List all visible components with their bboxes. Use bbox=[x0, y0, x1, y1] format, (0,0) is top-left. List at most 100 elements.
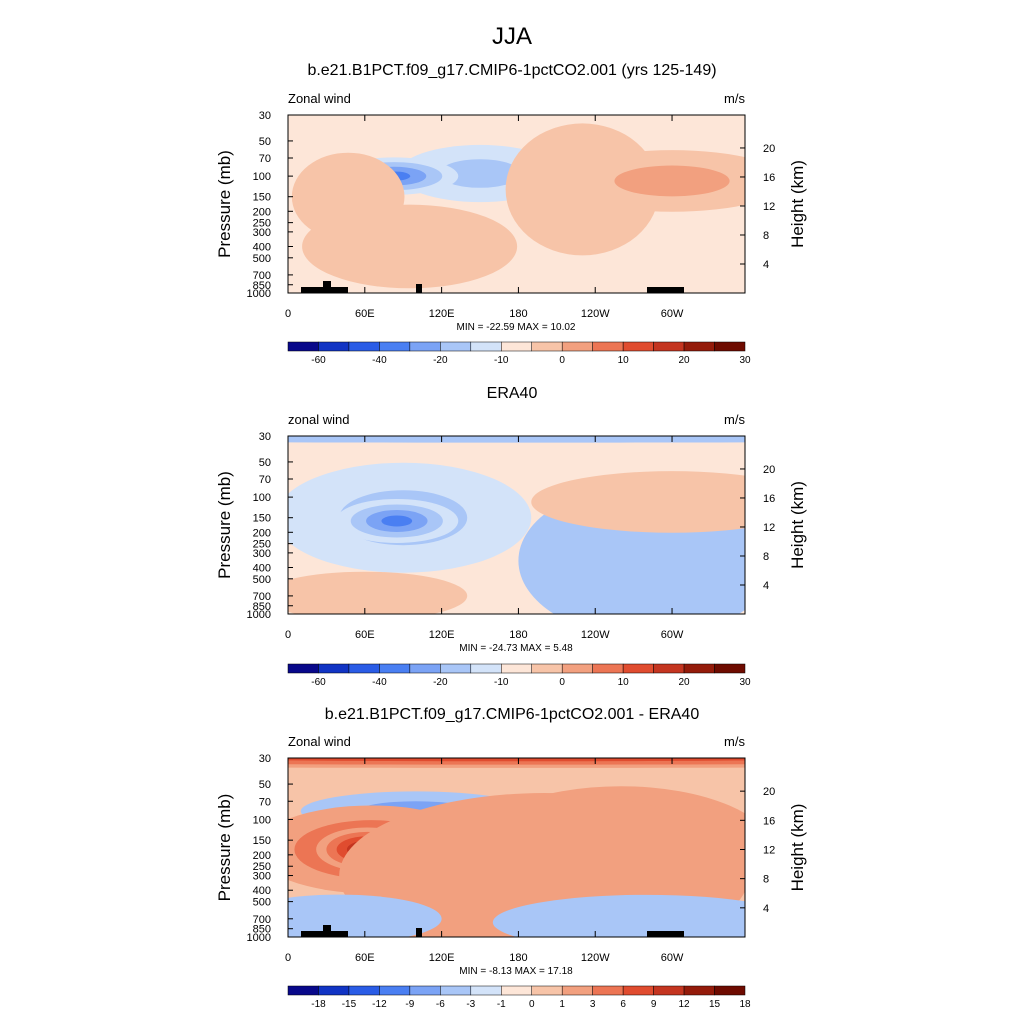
x-tick-label: 0 bbox=[285, 308, 291, 320]
y2-axis-label: Height (km) bbox=[788, 481, 807, 569]
colorbar: -60 -40 -20 -10 0 10 20 30 bbox=[287, 663, 751, 688]
colorbar-swatch bbox=[501, 341, 532, 352]
topography-mask bbox=[416, 284, 422, 293]
figure-title: JJA bbox=[492, 23, 532, 50]
colorbar: -18 -15 -12 -9 -6 -3 -1 0 1 3 6 9 12 15 18 bbox=[287, 985, 751, 1010]
colorbar-swatch bbox=[318, 663, 350, 674]
colorbar-swatch bbox=[348, 341, 380, 352]
y2-tick-label: 12 bbox=[763, 844, 775, 856]
y-tick-label: 100 bbox=[253, 814, 271, 826]
colorbar-tick-label: 20 bbox=[679, 355, 691, 366]
contour-region bbox=[302, 204, 518, 289]
colorbar-swatch bbox=[470, 341, 502, 352]
y-tick-label: 500 bbox=[253, 574, 271, 586]
colorbar-swatch bbox=[318, 985, 350, 996]
colorbar-tick-label: 18 bbox=[739, 999, 751, 1010]
contour-region bbox=[381, 515, 413, 527]
y-tick-label: 1000 bbox=[247, 932, 271, 944]
units-label: m/s bbox=[724, 412, 745, 427]
colorbar-tick-label: -9 bbox=[405, 999, 414, 1010]
y-tick-label: 250 bbox=[253, 218, 271, 230]
variable-label: Zonal wind bbox=[288, 734, 351, 749]
y-tick-label: 1000 bbox=[247, 609, 271, 621]
colorbar-swatch bbox=[287, 341, 319, 352]
colorbar-tick-label: 0 bbox=[559, 355, 565, 366]
colorbar-swatch bbox=[379, 985, 411, 996]
contour-region bbox=[492, 894, 745, 937]
topography-mask bbox=[323, 925, 331, 937]
y2-tick-label: 8 bbox=[763, 230, 769, 242]
colorbar-swatch bbox=[683, 985, 715, 996]
y-tick-label: 70 bbox=[259, 153, 271, 165]
colorbar-swatch bbox=[622, 985, 654, 996]
x-tick-label: 0 bbox=[285, 629, 291, 641]
colorbar-tick-label: -1 bbox=[497, 999, 506, 1010]
colorbar-tick-label: -40 bbox=[372, 355, 387, 366]
colorbar-swatch bbox=[561, 341, 593, 352]
y2-tick-label: 4 bbox=[763, 259, 769, 271]
colorbar-tick-label: -12 bbox=[372, 999, 387, 1010]
colorbar-tick-label: -6 bbox=[436, 999, 445, 1010]
units-label: m/s bbox=[724, 734, 745, 749]
colorbar-swatch bbox=[592, 663, 624, 674]
colorbar-tick-label: 20 bbox=[679, 677, 691, 688]
colorbar-swatch bbox=[440, 663, 472, 674]
variable-label: zonal wind bbox=[288, 412, 349, 427]
y-tick-label: 150 bbox=[253, 513, 271, 525]
y-tick-label: 30 bbox=[259, 431, 271, 443]
colorbar-tick-label: 30 bbox=[739, 677, 751, 688]
colorbar-swatch bbox=[287, 663, 319, 674]
colorbar-swatch bbox=[348, 663, 380, 674]
panel-1: b.e21.B1PCT.f09_g17.CMIP6-1pctCO2.001 (y… bbox=[215, 62, 807, 366]
colorbar-swatch bbox=[379, 663, 411, 674]
units-label: m/s bbox=[724, 91, 745, 106]
colorbar-swatch bbox=[440, 985, 472, 996]
y2-tick-label: 16 bbox=[763, 172, 775, 184]
contour-region bbox=[439, 159, 521, 188]
x-tick-label: 60W bbox=[661, 629, 684, 641]
y-tick-label: 850 bbox=[253, 601, 271, 613]
contour-region bbox=[288, 436, 745, 443]
colorbar-tick-label: 6 bbox=[620, 999, 626, 1010]
y-tick-label: 100 bbox=[253, 492, 271, 504]
colorbar-tick-label: -40 bbox=[372, 677, 387, 688]
y2-tick-label: 16 bbox=[763, 493, 775, 505]
y-tick-label: 850 bbox=[253, 280, 271, 292]
colorbar-swatch bbox=[683, 341, 715, 352]
colorbar-swatch bbox=[653, 341, 685, 352]
colorbar-swatch bbox=[653, 663, 685, 674]
x-tick-label: 60E bbox=[355, 629, 375, 641]
colorbar-swatch bbox=[653, 985, 685, 996]
contour-region bbox=[614, 165, 730, 197]
colorbar-swatch bbox=[622, 341, 654, 352]
y2-tick-label: 12 bbox=[763, 522, 775, 534]
y-tick-label: 100 bbox=[253, 171, 271, 183]
y-tick-label: 30 bbox=[259, 110, 271, 122]
x-tick-label: 120W bbox=[581, 629, 610, 641]
y2-tick-label: 12 bbox=[763, 201, 775, 213]
contour-region bbox=[288, 571, 468, 614]
y-tick-label: 250 bbox=[253, 539, 271, 551]
y-axis-label: Pressure (mb) bbox=[215, 794, 234, 902]
colorbar-swatch bbox=[379, 341, 411, 352]
y2-tick-label: 20 bbox=[763, 464, 775, 476]
colorbar-swatch bbox=[592, 341, 624, 352]
min-max-label: MIN = -22.59 MAX = 10.02 bbox=[457, 322, 576, 333]
x-tick-label: 180 bbox=[509, 308, 527, 320]
x-tick-label: 60E bbox=[355, 952, 375, 964]
contour-field bbox=[288, 115, 745, 293]
x-tick-label: 180 bbox=[509, 629, 527, 641]
min-max-label: MIN = -8.13 MAX = 17.18 bbox=[459, 966, 573, 977]
panel-3: b.e21.B1PCT.f09_g17.CMIP6-1pctCO2.001 - … bbox=[215, 706, 807, 1010]
colorbar-swatch bbox=[561, 663, 593, 674]
colorbar-swatch bbox=[501, 985, 532, 996]
colorbar-tick-label: 9 bbox=[651, 999, 657, 1010]
y-tick-label: 300 bbox=[253, 548, 271, 560]
y2-tick-label: 20 bbox=[763, 786, 775, 798]
colorbar-swatch bbox=[501, 663, 532, 674]
colorbar-swatch bbox=[714, 663, 746, 674]
colorbar-swatch bbox=[470, 663, 502, 674]
panel-title: b.e21.B1PCT.f09_g17.CMIP6-1pctCO2.001 (y… bbox=[307, 62, 716, 79]
y-tick-label: 500 bbox=[253, 253, 271, 265]
colorbar-swatch bbox=[470, 985, 502, 996]
